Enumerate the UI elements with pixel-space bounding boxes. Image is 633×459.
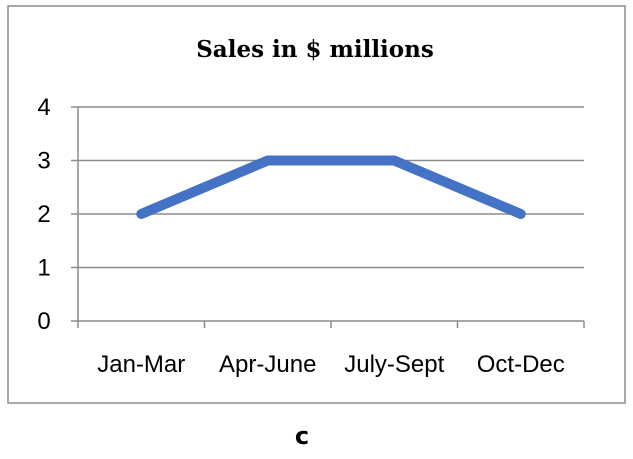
y-tick-label: 2 — [37, 201, 50, 228]
x-tick-label: July-Sept — [344, 351, 444, 378]
chart-frame — [7, 5, 626, 404]
x-tick-label: Oct-Dec — [477, 351, 565, 378]
y-tick-label: 4 — [37, 94, 50, 121]
y-tick-labels: 0 1 2 3 4 — [37, 94, 50, 335]
x-tick-label: Apr-June — [219, 351, 316, 378]
data-point — [267, 160, 269, 161]
chart-title: Sales in $ millions — [196, 36, 434, 63]
y-tick-label: 1 — [37, 255, 50, 282]
data-point — [393, 160, 395, 161]
figure-caption: c — [295, 422, 309, 450]
series-line — [136, 155, 526, 219]
data-point — [140, 213, 142, 215]
y-tick-label: 3 — [37, 148, 50, 175]
x-tick-label: Jan-Mar — [97, 351, 185, 378]
x-tick-labels: Jan-Mar Apr-June July-Sept Oct-Dec — [97, 351, 565, 378]
y-tick-label: 0 — [37, 308, 50, 335]
data-point — [520, 213, 522, 215]
series — [136, 155, 526, 219]
axes — [71, 106, 585, 328]
